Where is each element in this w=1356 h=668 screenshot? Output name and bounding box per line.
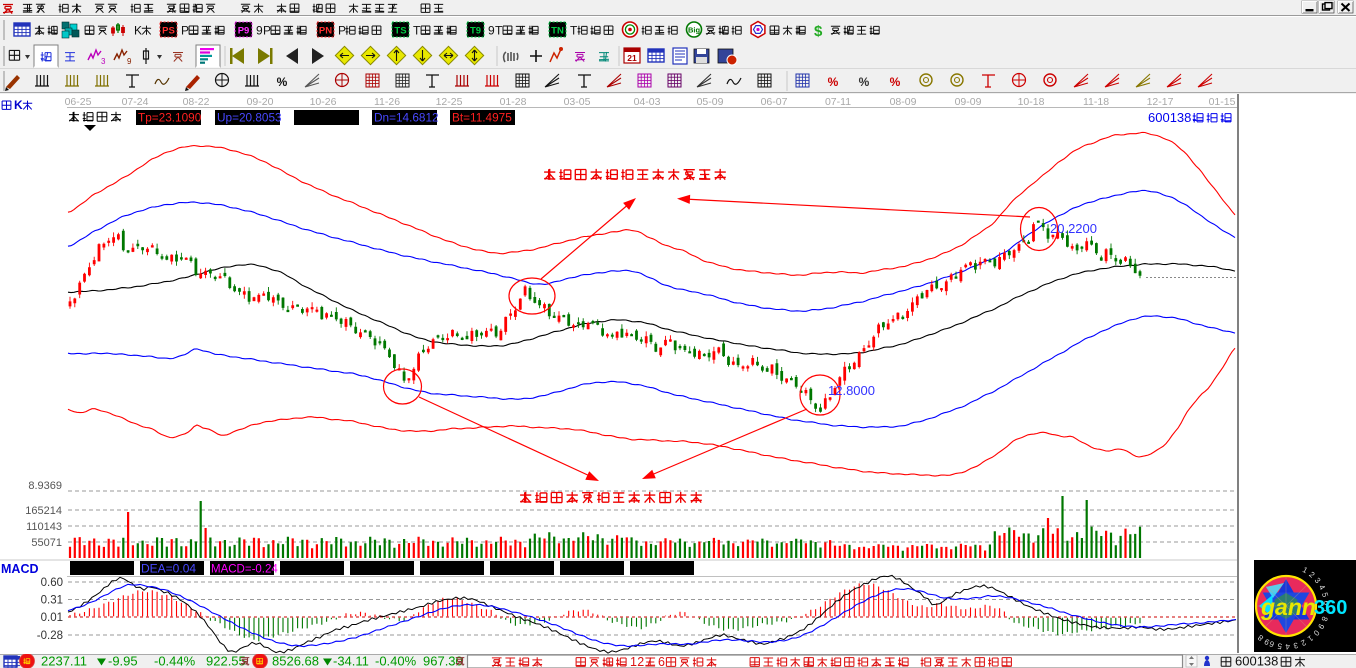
svg-text:PS: PS — [162, 26, 175, 37]
svg-text:P: P — [263, 23, 271, 37]
svg-text:10-18: 10-18 — [1018, 96, 1045, 108]
svg-text:0.60: 0.60 — [41, 577, 63, 589]
svg-text:20.2200: 20.2200 — [1050, 221, 1097, 236]
svg-text:Bt=11.4975: Bt=11.4975 — [452, 111, 512, 125]
svg-text:3: 3 — [1292, 640, 1299, 650]
svg-text:2: 2 — [1307, 570, 1317, 580]
svg-text:P9: P9 — [238, 26, 250, 37]
svg-text:7: 7 — [1321, 608, 1331, 614]
svg-text:2: 2 — [637, 655, 644, 668]
svg-text:Tp=23.1090: Tp=23.1090 — [138, 111, 202, 125]
svg-text:08-09: 08-09 — [890, 96, 917, 108]
svg-text:1: 1 — [1305, 633, 1314, 643]
svg-text:600138: 600138 — [1148, 110, 1191, 125]
svg-text:%: % — [277, 75, 288, 89]
svg-text:8: 8 — [1256, 632, 1265, 642]
svg-text:9: 9 — [1262, 637, 1271, 647]
svg-text:12-25: 12-25 — [436, 96, 463, 108]
svg-text:8.9369: 8.9369 — [28, 480, 62, 492]
svg-text:3: 3 — [101, 57, 106, 66]
svg-text:922.55: 922.55 — [206, 654, 246, 668]
svg-text:6: 6 — [658, 655, 665, 668]
svg-text:MACD=-0.24: MACD=-0.24 — [211, 564, 278, 576]
svg-text:$: $ — [814, 23, 823, 40]
svg-text:12.8000: 12.8000 — [828, 383, 875, 398]
svg-text:-9.95: -9.95 — [108, 654, 138, 668]
svg-text:0: 0 — [1311, 628, 1321, 638]
svg-text:8: 8 — [1319, 615, 1329, 623]
svg-text:10-26: 10-26 — [310, 96, 337, 108]
svg-text:PN: PN — [319, 26, 332, 37]
svg-text:-34.11: -34.11 — [333, 654, 369, 668]
svg-text:5: 5 — [1320, 591, 1330, 598]
svg-text:2237.11: 2237.11 — [41, 654, 87, 668]
svg-text:%: % — [859, 75, 870, 89]
svg-text:55071: 55071 — [31, 537, 62, 549]
svg-text:T: T — [570, 23, 578, 37]
svg-text:%: % — [890, 75, 901, 89]
svg-text:08-22: 08-22 — [183, 96, 210, 108]
svg-text:DEA=0.04: DEA=0.04 — [141, 562, 196, 576]
svg-text:06-07: 06-07 — [761, 96, 788, 108]
svg-text:360: 360 — [1314, 597, 1347, 619]
svg-text:9: 9 — [1316, 622, 1326, 631]
svg-text:8526.68: 8526.68 — [272, 654, 319, 668]
svg-text:0.01: 0.01 — [41, 612, 63, 624]
svg-text:P: P — [338, 23, 346, 37]
svg-text:gann: gann — [1260, 594, 1316, 620]
svg-text:MACD: MACD — [1, 562, 39, 576]
svg-text:110143: 110143 — [26, 521, 62, 533]
svg-text:1: 1 — [630, 655, 637, 668]
svg-text:-0.28: -0.28 — [37, 630, 63, 642]
svg-text:K: K — [134, 23, 142, 37]
svg-text:9: 9 — [488, 23, 495, 37]
svg-text:6: 6 — [1268, 639, 1276, 649]
svg-text:%: % — [828, 75, 839, 89]
svg-text:04-03: 04-03 — [634, 96, 661, 108]
svg-text:03-05: 03-05 — [564, 96, 591, 108]
svg-text:0.31: 0.31 — [41, 595, 63, 607]
svg-text:T9: T9 — [470, 26, 481, 37]
svg-text:6: 6 — [1322, 600, 1331, 606]
svg-text:09-20: 09-20 — [247, 96, 274, 108]
svg-text:2: 2 — [1299, 638, 1307, 648]
svg-text:07-11: 07-11 — [825, 96, 851, 108]
svg-text:1: 1 — [1301, 565, 1310, 575]
svg-text:TN: TN — [551, 26, 564, 37]
svg-text:12-17: 12-17 — [1147, 96, 1174, 108]
svg-text:9: 9 — [256, 23, 263, 37]
svg-text:K: K — [14, 98, 23, 112]
svg-text:11-18: 11-18 — [1083, 96, 1109, 108]
svg-text:09-09: 09-09 — [955, 96, 982, 108]
svg-text:P: P — [181, 23, 189, 37]
svg-text:Dn=14.6812: Dn=14.6812 — [374, 111, 439, 125]
svg-text:21: 21 — [627, 53, 637, 63]
svg-text:01-15: 01-15 — [1209, 96, 1236, 108]
svg-text:-0.40%: -0.40% — [375, 654, 417, 668]
svg-text:01-28: 01-28 — [500, 96, 527, 108]
svg-text:3: 3 — [1313, 576, 1323, 586]
svg-text:06-25: 06-25 — [65, 96, 92, 108]
svg-text:T: T — [413, 23, 421, 37]
svg-text:4: 4 — [1317, 583, 1327, 592]
svg-text:967.30: 967.30 — [423, 654, 463, 668]
svg-text:07-24: 07-24 — [122, 96, 149, 108]
svg-text:Big: Big — [688, 26, 701, 35]
svg-text:11-26: 11-26 — [374, 96, 400, 108]
svg-text:9: 9 — [127, 57, 132, 66]
svg-text:05-09: 05-09 — [697, 96, 724, 108]
svg-text:5: 5 — [1276, 641, 1282, 651]
svg-text:TS: TS — [394, 26, 406, 37]
svg-text:T: T — [495, 23, 503, 37]
svg-text:-0.44%: -0.44% — [154, 654, 196, 668]
svg-text:Up=20.8053: Up=20.8053 — [217, 111, 282, 125]
svg-text:4: 4 — [1285, 642, 1290, 651]
svg-text:165214: 165214 — [25, 505, 62, 517]
svg-text:600138: 600138 — [1235, 654, 1278, 668]
